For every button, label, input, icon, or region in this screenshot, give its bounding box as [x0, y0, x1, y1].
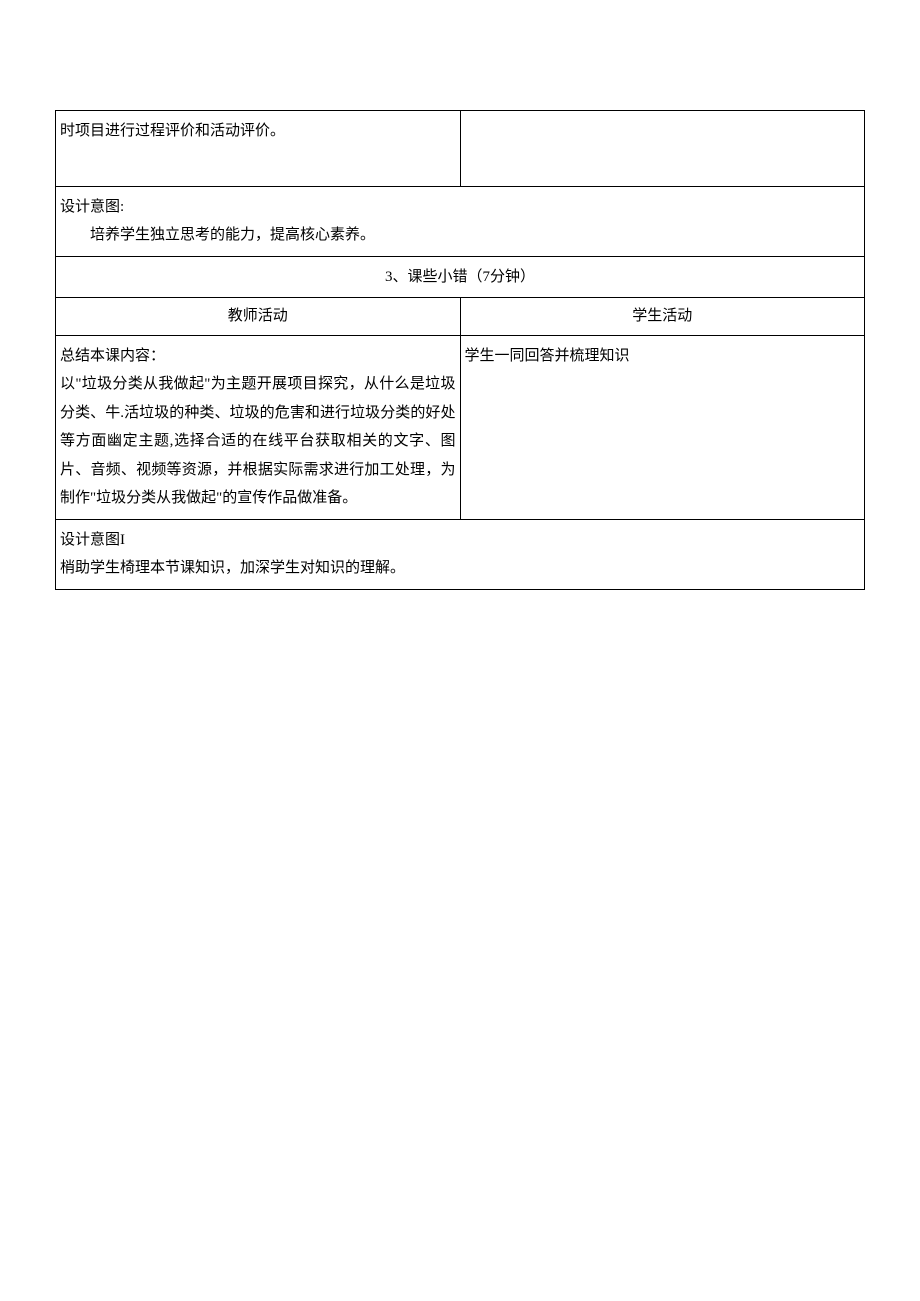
student-header-text: 学生活动 [632, 308, 692, 324]
teacher-activity-header: 教师活动 [56, 298, 461, 336]
empty-cell [460, 111, 865, 187]
design-intent-cell: 设计意图: 培养学生独立思考的能力，提高核心素养。 [56, 186, 865, 256]
design-intent-label: 设计意图: [60, 193, 860, 222]
summary-content: 以"垃圾分类从我做起"为主题开展项目探究，从什么是垃圾分类、牛.活垃圾的种类、垃… [60, 370, 456, 513]
footer-label: 设计意图I [60, 526, 860, 555]
teacher-content-cell: 总结本课内容： 以"垃圾分类从我做起"为主题开展项目探究，从什么是垃圾分类、牛.… [56, 335, 461, 519]
student-content-cell: 学生一同回答并梳理知识 [460, 335, 865, 519]
section-header-text: 3、课些小错（7分钟） [385, 269, 535, 285]
student-activity-header: 学生活动 [460, 298, 865, 336]
table-row: 教师活动 学生活动 [56, 298, 865, 336]
table-row: 3、课些小错（7分钟） [56, 256, 865, 298]
table-row: 总结本课内容： 以"垃圾分类从我做起"为主题开展项目探究，从什么是垃圾分类、牛.… [56, 335, 865, 519]
design-intent-text: 培养学生独立思考的能力，提高核心素养。 [60, 221, 860, 250]
teacher-header-text: 教师活动 [228, 308, 288, 324]
footer-text: 梢助学生椅理本节课知识，加深学生对知识的理解。 [60, 554, 860, 583]
table-row: 设计意图: 培养学生独立思考的能力，提高核心素养。 [56, 186, 865, 256]
table-row: 时项目进行过程评价和活动评价。 [56, 111, 865, 187]
evaluation-text: 时项目进行过程评价和活动评价。 [60, 123, 285, 139]
table-row: 设计意图I 梢助学生椅理本节课知识，加深学生对知识的理解。 [56, 519, 865, 589]
footer-cell: 设计意图I 梢助学生椅理本节课知识，加深学生对知识的理解。 [56, 519, 865, 589]
summary-label: 总结本课内容： [60, 342, 456, 371]
student-content-text: 学生一同回答并梳理知识 [465, 348, 630, 364]
evaluation-cell: 时项目进行过程评价和活动评价。 [56, 111, 461, 187]
section-header-cell: 3、课些小错（7分钟） [56, 256, 865, 298]
lesson-plan-table: 时项目进行过程评价和活动评价。 设计意图: 培养学生独立思考的能力，提高核心素养… [55, 110, 865, 590]
